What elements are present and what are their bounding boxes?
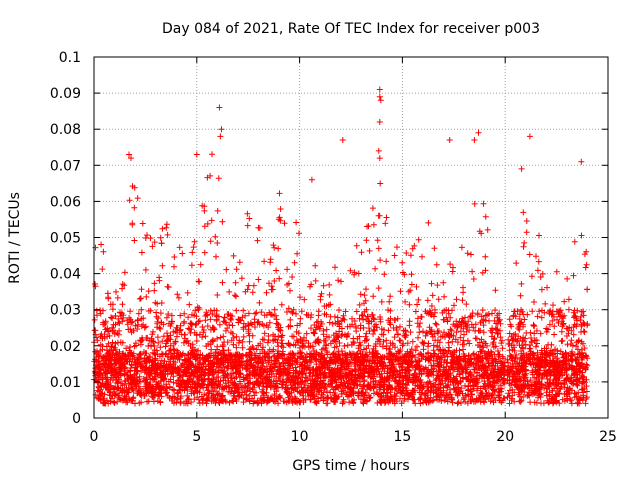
- y-tick-label: 0.04: [50, 267, 81, 283]
- y-tick-label: 0.08: [50, 122, 81, 138]
- x-tick-label: 15: [393, 429, 411, 445]
- y-tick-label: 0.03: [50, 303, 81, 319]
- y-tick-label: 0.02: [50, 339, 81, 355]
- tick-labels: 0 5 10 15 20 25 0 0.01 0.02 0.03 0.04 0.05 0.06 0.07 0…: [50, 50, 617, 445]
- x-axis-label: GPS time / hours: [292, 458, 409, 474]
- x-tick-label: 0: [90, 429, 99, 445]
- data-points: [91, 86, 591, 407]
- axis-ticks: [93, 56, 609, 419]
- y-tick-label: 0.05: [50, 231, 81, 247]
- x-tick-label: 20: [496, 429, 514, 445]
- chart-title: Day 084 of 2021, Rate Of TEC Index for r…: [162, 21, 540, 37]
- x-tick-label: 10: [291, 429, 309, 445]
- y-tick-label: 0.1: [59, 50, 81, 66]
- y-tick-label: 0.07: [50, 158, 81, 174]
- y-tick-label: 0.06: [50, 194, 81, 210]
- x-tick-label: 5: [192, 429, 201, 445]
- y-tick-label: 0.01: [50, 375, 81, 391]
- roti-points: [91, 86, 591, 407]
- y-tick-label: 0.09: [50, 86, 81, 102]
- x-tick-label: 25: [599, 429, 617, 445]
- y-tick-label: 0: [72, 411, 81, 427]
- y-axis-label: ROTI / TECUs: [7, 192, 23, 284]
